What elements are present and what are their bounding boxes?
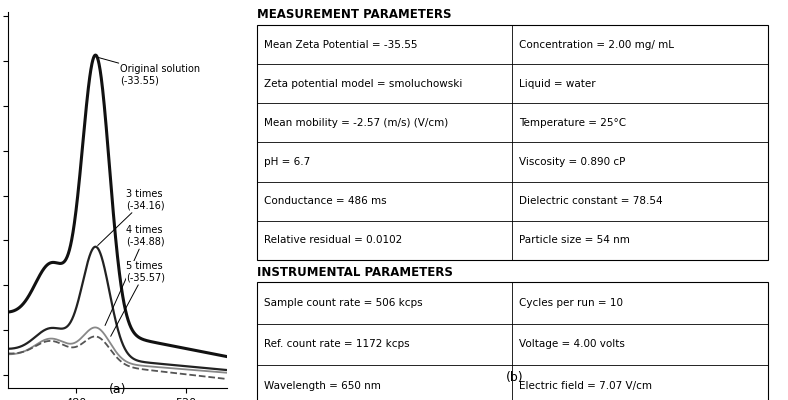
Text: Ref. count rate = 1172 kcps: Ref. count rate = 1172 kcps	[263, 339, 409, 349]
Text: Electric field = 7.07 V/cm: Electric field = 7.07 V/cm	[519, 381, 652, 391]
Text: Sample count rate = 506 kcps: Sample count rate = 506 kcps	[263, 298, 422, 308]
Text: Wavelength = 650 nm: Wavelength = 650 nm	[263, 381, 381, 391]
Text: Liquid = water: Liquid = water	[519, 79, 596, 89]
Text: INSTRUMENTAL PARAMETERS: INSTRUMENTAL PARAMETERS	[257, 266, 453, 278]
Text: Conductance = 486 ms: Conductance = 486 ms	[263, 196, 386, 206]
Text: Relative residual = 0.0102: Relative residual = 0.0102	[263, 235, 402, 245]
Text: (a): (a)	[109, 383, 126, 396]
Text: MEASUREMENT PARAMETERS: MEASUREMENT PARAMETERS	[257, 8, 452, 22]
Text: Particle size = 54 nm: Particle size = 54 nm	[519, 235, 630, 245]
Text: Viscosity = 0.890 cP: Viscosity = 0.890 cP	[519, 157, 626, 167]
Text: Concentration = 2.00 mg/ mL: Concentration = 2.00 mg/ mL	[519, 40, 674, 50]
Text: Temperature = 25°C: Temperature = 25°C	[519, 118, 626, 128]
Text: Mean mobility = -2.57 (m/s) (V/cm): Mean mobility = -2.57 (m/s) (V/cm)	[263, 118, 448, 128]
Text: Voltage = 4.00 volts: Voltage = 4.00 volts	[519, 339, 625, 349]
Text: Original solution
(-33.55): Original solution (-33.55)	[98, 58, 200, 86]
Text: 5 times
(-35.57): 5 times (-35.57)	[110, 261, 165, 336]
Text: Dielectric constant = 78.54: Dielectric constant = 78.54	[519, 196, 663, 206]
Text: (b): (b)	[507, 371, 524, 384]
Text: Mean Zeta Potential = -35.55: Mean Zeta Potential = -35.55	[263, 40, 417, 50]
Text: 3 times
(-34.16): 3 times (-34.16)	[98, 189, 165, 246]
Text: pH = 6.7: pH = 6.7	[263, 157, 310, 167]
Text: Cycles per run = 10: Cycles per run = 10	[519, 298, 623, 308]
Text: Zeta potential model = smoluchowski: Zeta potential model = smoluchowski	[263, 79, 462, 89]
Text: 4 times
(-34.88): 4 times (-34.88)	[105, 225, 165, 326]
